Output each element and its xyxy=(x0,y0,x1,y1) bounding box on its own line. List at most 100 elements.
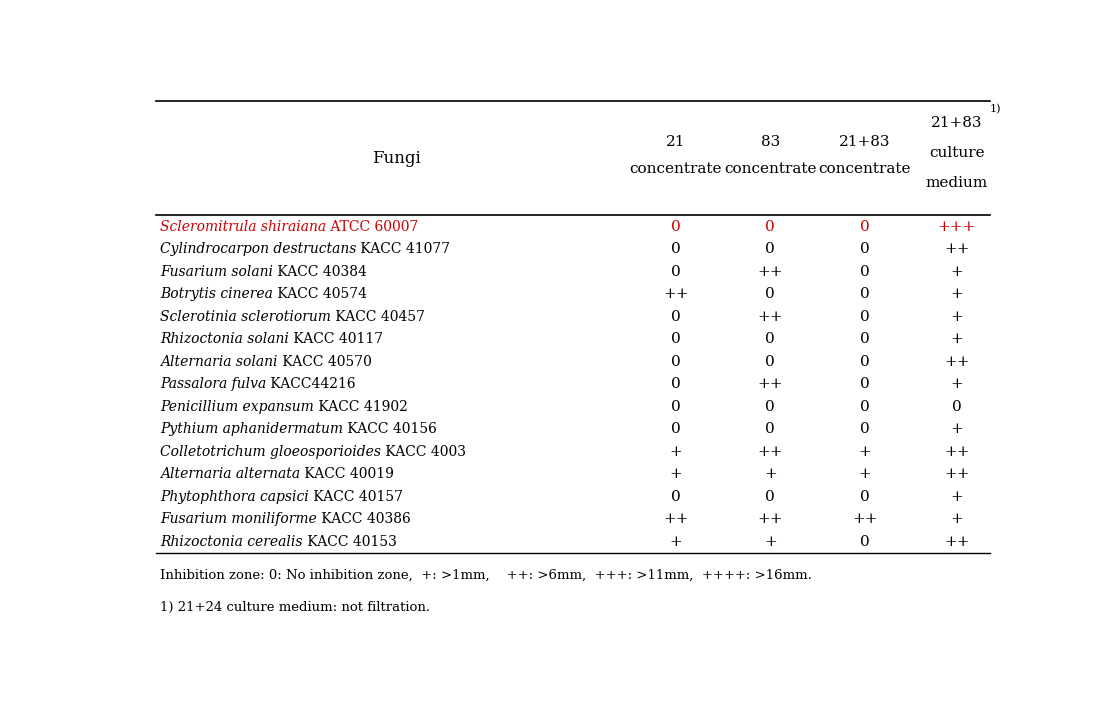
Text: 0: 0 xyxy=(671,399,681,414)
Text: ATCC 60007: ATCC 60007 xyxy=(326,220,418,234)
Text: Botrytis cinerea: Botrytis cinerea xyxy=(160,287,273,301)
Text: +: + xyxy=(950,422,964,436)
Text: ++: ++ xyxy=(663,287,689,301)
Text: KACC 40117: KACC 40117 xyxy=(289,332,383,346)
Text: Fungi: Fungi xyxy=(373,150,420,167)
Text: 0: 0 xyxy=(765,287,775,301)
Text: 83: 83 xyxy=(761,135,780,149)
Text: concentrate: concentrate xyxy=(724,162,816,176)
Text: +: + xyxy=(950,377,964,391)
Text: Rhizoctonia solani: Rhizoctonia solani xyxy=(160,332,289,346)
Text: +: + xyxy=(764,534,776,549)
Text: 21+83: 21+83 xyxy=(932,116,983,130)
Text: 0: 0 xyxy=(765,243,775,256)
Text: Colletotrichum gloeosporioides: Colletotrichum gloeosporioides xyxy=(160,445,381,459)
Text: 0: 0 xyxy=(859,310,869,324)
Text: Phytophthora capsici: Phytophthora capsici xyxy=(160,489,309,503)
Text: ++: ++ xyxy=(757,377,783,391)
Text: KACC 40570: KACC 40570 xyxy=(277,355,372,368)
Text: KACC 40156: KACC 40156 xyxy=(343,422,437,436)
Text: Fusarium moniliforme: Fusarium moniliforme xyxy=(160,512,317,526)
Text: KACC 40574: KACC 40574 xyxy=(273,287,367,301)
Text: 0: 0 xyxy=(859,489,869,503)
Text: Cylindrocarpon destructans: Cylindrocarpon destructans xyxy=(160,243,356,256)
Text: +: + xyxy=(858,445,872,459)
Text: KACC 40386: KACC 40386 xyxy=(317,512,410,526)
Text: 0: 0 xyxy=(859,264,869,279)
Text: 0: 0 xyxy=(671,355,681,368)
Text: Inhibition zone: 0: No inhibition zone,  +: >1mm,    ++: >6mm,  +++: >11mm,  +++: Inhibition zone: 0: No inhibition zone, … xyxy=(160,568,812,581)
Text: +: + xyxy=(950,489,964,503)
Text: 0: 0 xyxy=(859,355,869,368)
Text: 0: 0 xyxy=(859,220,869,234)
Text: Rhizoctonia cerealis: Rhizoctonia cerealis xyxy=(160,534,303,549)
Text: ++: ++ xyxy=(852,512,877,526)
Text: +: + xyxy=(858,467,872,481)
Text: 0: 0 xyxy=(859,377,869,391)
Text: Sclerotinia sclerotiorum: Sclerotinia sclerotiorum xyxy=(160,310,330,324)
Text: KACC 40019: KACC 40019 xyxy=(301,467,394,481)
Text: medium: medium xyxy=(926,176,988,190)
Text: ++: ++ xyxy=(944,445,969,459)
Text: 0: 0 xyxy=(952,399,962,414)
Text: ++: ++ xyxy=(944,243,969,256)
Text: 0: 0 xyxy=(765,355,775,368)
Text: 21: 21 xyxy=(667,135,685,149)
Text: KACC 40457: KACC 40457 xyxy=(330,310,425,324)
Text: 21+83: 21+83 xyxy=(840,135,891,149)
Text: ++: ++ xyxy=(944,467,969,481)
Text: Alternaria solani: Alternaria solani xyxy=(160,355,277,368)
Text: 0: 0 xyxy=(765,489,775,503)
Text: Passalora fulva: Passalora fulva xyxy=(160,377,266,391)
Text: +: + xyxy=(764,467,776,481)
Text: KACC44216: KACC44216 xyxy=(266,377,356,391)
Text: Scleromitrula shiraiana: Scleromitrula shiraiana xyxy=(160,220,326,234)
Text: KACC 40153: KACC 40153 xyxy=(303,534,397,549)
Text: ++: ++ xyxy=(944,534,969,549)
Text: 0: 0 xyxy=(765,422,775,436)
Text: ++: ++ xyxy=(757,512,783,526)
Text: KACC 4003: KACC 4003 xyxy=(381,445,466,459)
Text: +: + xyxy=(670,467,682,481)
Text: +: + xyxy=(670,445,682,459)
Text: KACC 41902: KACC 41902 xyxy=(314,399,408,414)
Text: 0: 0 xyxy=(671,243,681,256)
Text: ++: ++ xyxy=(757,310,783,324)
Text: ++: ++ xyxy=(663,512,689,526)
Text: ++: ++ xyxy=(757,445,783,459)
Text: 0: 0 xyxy=(671,489,681,503)
Text: culture: culture xyxy=(929,146,985,160)
Text: +: + xyxy=(950,512,964,526)
Text: 0: 0 xyxy=(859,534,869,549)
Text: 0: 0 xyxy=(859,243,869,256)
Text: concentrate: concentrate xyxy=(630,162,722,176)
Text: Alternaria alternata: Alternaria alternata xyxy=(160,467,301,481)
Text: Pythium aphanidermatum: Pythium aphanidermatum xyxy=(160,422,343,436)
Text: 0: 0 xyxy=(859,399,869,414)
Text: 1): 1) xyxy=(989,104,1001,115)
Text: KACC 41077: KACC 41077 xyxy=(356,243,450,256)
Text: +: + xyxy=(950,264,964,279)
Text: 0: 0 xyxy=(765,399,775,414)
Text: 0: 0 xyxy=(765,332,775,346)
Text: 0: 0 xyxy=(671,310,681,324)
Text: Fusarium solani: Fusarium solani xyxy=(160,264,273,279)
Text: Penicillium expansum: Penicillium expansum xyxy=(160,399,314,414)
Text: 0: 0 xyxy=(765,220,775,234)
Text: concentrate: concentrate xyxy=(818,162,912,176)
Text: +: + xyxy=(950,310,964,324)
Text: +: + xyxy=(950,287,964,301)
Text: +: + xyxy=(670,534,682,549)
Text: +++: +++ xyxy=(938,220,976,234)
Text: 1) 21+24 culture medium: not filtration.: 1) 21+24 culture medium: not filtration. xyxy=(160,601,430,614)
Text: 0: 0 xyxy=(859,332,869,346)
Text: KACC 40384: KACC 40384 xyxy=(273,264,367,279)
Text: 0: 0 xyxy=(671,332,681,346)
Text: 0: 0 xyxy=(671,377,681,391)
Text: 0: 0 xyxy=(859,422,869,436)
Text: 0: 0 xyxy=(671,220,681,234)
Text: 0: 0 xyxy=(671,422,681,436)
Text: 0: 0 xyxy=(859,287,869,301)
Text: +: + xyxy=(950,332,964,346)
Text: ++: ++ xyxy=(757,264,783,279)
